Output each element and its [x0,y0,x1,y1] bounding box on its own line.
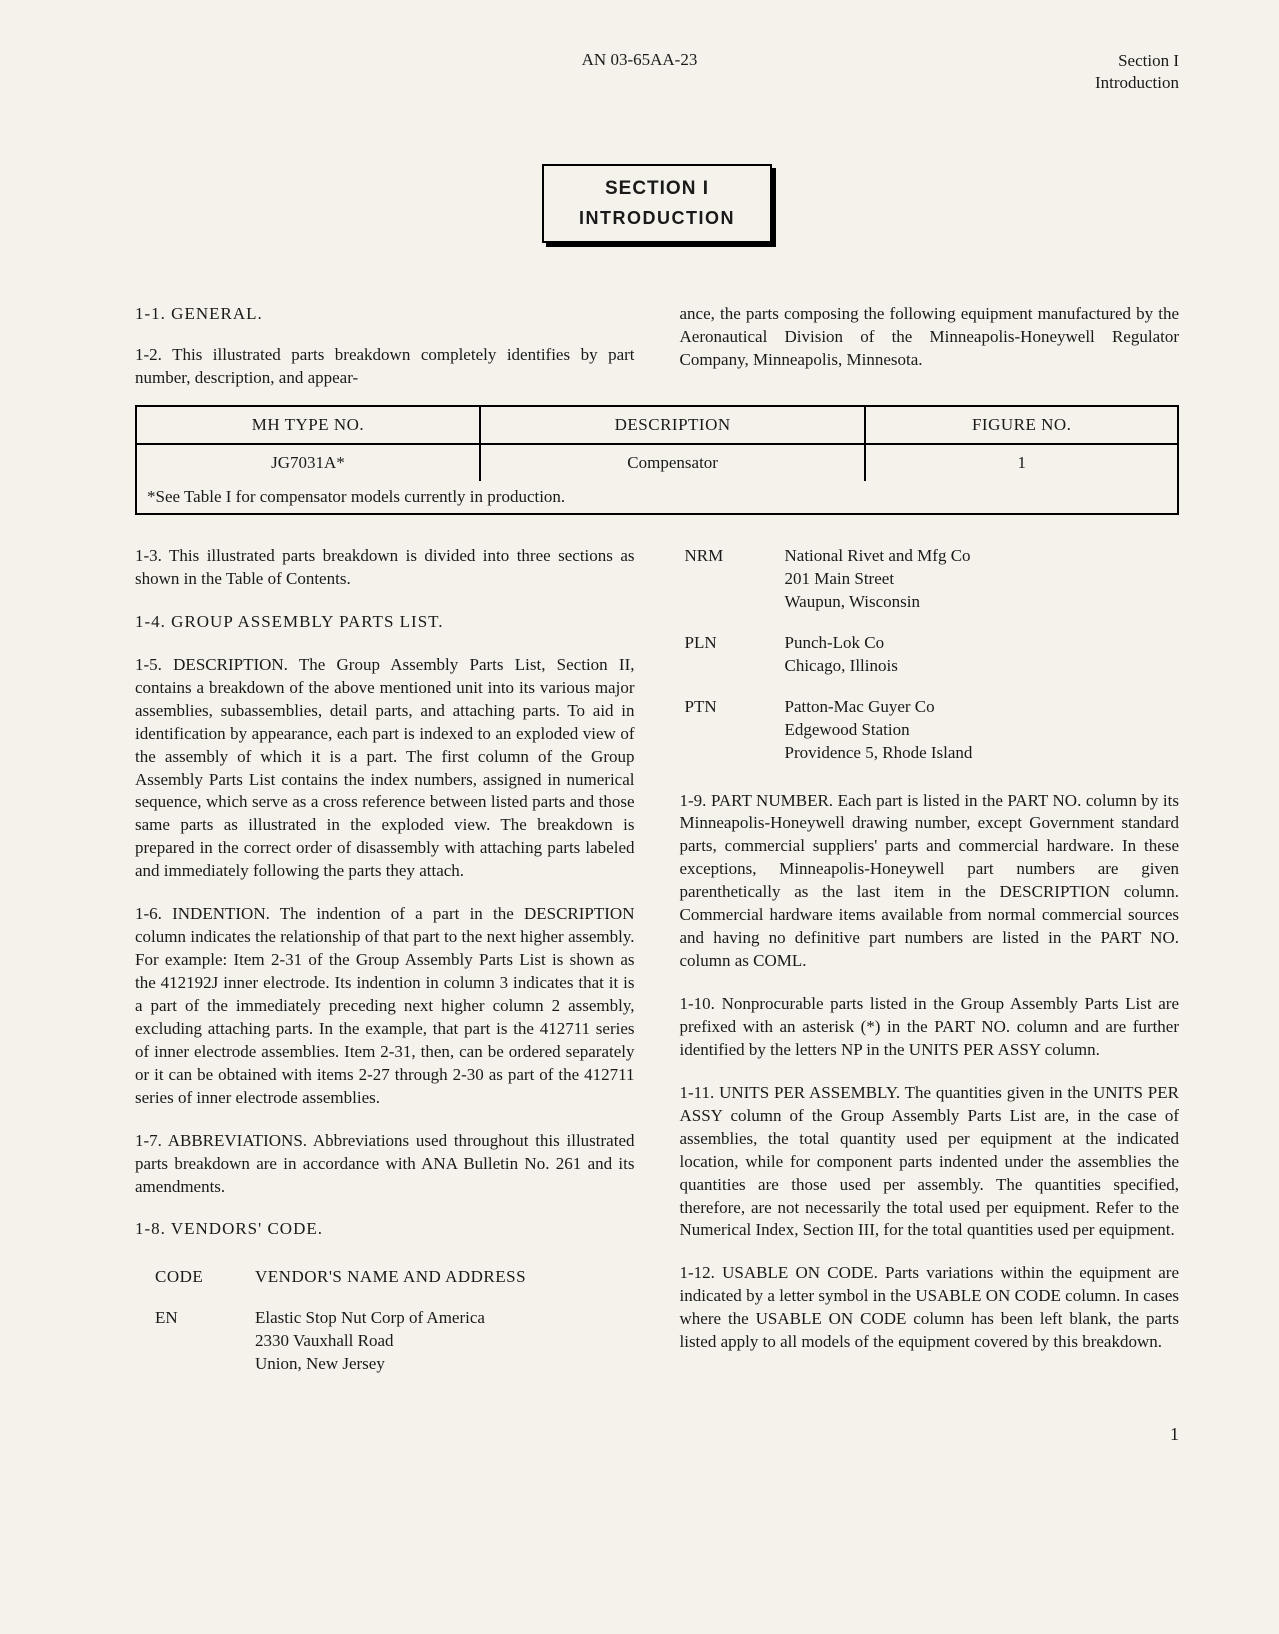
vendor-code-pln: PLN [685,632,785,678]
vendor-header: CODE VENDOR'S NAME AND ADDRESS [155,1266,635,1289]
vendor-row-pln: PLN Punch-Lok Co Chicago, Illinois [685,632,1180,678]
vendor-row-en: EN Elastic Stop Nut Corp of America 2330… [155,1307,635,1376]
vendor-code-nrm: NRM [685,545,785,614]
para-1-5: 1-5. DESCRIPTION. The Group Assembly Par… [135,654,635,883]
section-title-line1: SECTION I [564,178,750,200]
para-1-4-heading: 1-4. GROUP ASSEMBLY PARTS LIST. [135,611,635,634]
para-1-6: 1-6. INDENTION. The indention of a part … [135,903,635,1109]
vendor-nrm-addr2: Waupun, Wisconsin [785,591,1180,614]
para-1-12: 1-12. USABLE ON CODE. Parts variations w… [680,1262,1180,1354]
para-1-1-heading: 1-1. GENERAL. [135,303,635,326]
para-1-2-cont: ance, the parts composing the following … [680,303,1180,372]
vendor-header-code: CODE [155,1266,255,1289]
table-header-type: MH TYPE NO. [136,406,480,444]
vendor-info-nrm: National Rivet and Mfg Co 201 Main Stree… [785,545,1180,614]
para-1-10: 1-10. Nonprocurable parts listed in the … [680,993,1180,1062]
vendor-nrm-name: National Rivet and Mfg Co [785,545,1180,568]
table-header-row: MH TYPE NO. DESCRIPTION FIGURE NO. [136,406,1178,444]
table-cell-fig: 1 [865,444,1178,481]
vendor-pln-addr1: Chicago, Illinois [785,655,1180,678]
para-1-8-heading: 1-8. VENDORS' CODE. [135,1218,635,1241]
document-number: AN 03-65AA-23 [582,50,698,70]
vendor-info-en: Elastic Stop Nut Corp of America 2330 Va… [255,1307,635,1376]
table-cell-desc: Compensator [480,444,866,481]
table-footnote-row: *See Table I for compensator models curr… [136,481,1178,514]
para-1-11: 1-11. UNITS PER ASSEMBLY. The quantities… [680,1082,1180,1243]
vendor-en-addr1: 2330 Vauxhall Road [255,1330,635,1353]
vendor-ptn-name: Patton-Mac Guyer Co [785,696,1180,719]
page-number: 1 [135,1424,1179,1445]
body-columns: 1-3. This illustrated parts breakdown is… [135,545,1179,1394]
vendor-ptn-addr1: Edgewood Station [785,719,1180,742]
intro-columns: 1-1. GENERAL. 1-2. This illustrated part… [135,303,1179,390]
section-name: Introduction [1095,72,1179,94]
section-title-line2: INTRODUCTION [564,208,750,229]
vendor-row-ptn: PTN Patton-Mac Guyer Co Edgewood Station… [685,696,1180,765]
para-1-2: 1-2. This illustrated parts breakdown co… [135,344,635,390]
vendor-code-ptn: PTN [685,696,785,765]
header-section-info: Section I Introduction [1095,50,1179,94]
vendor-table-right: NRM National Rivet and Mfg Co 201 Main S… [685,545,1180,765]
vendor-pln-name: Punch-Lok Co [785,632,1180,655]
table-header-desc: DESCRIPTION [480,406,866,444]
vendor-en-addr2: Union, New Jersey [255,1353,635,1376]
section-title-box: SECTION I INTRODUCTION [542,164,772,243]
left-column: 1-3. This illustrated parts breakdown is… [135,545,635,1394]
table-header-fig: FIGURE NO. [865,406,1178,444]
vendor-ptn-addr2: Providence 5, Rhode Island [785,742,1180,765]
vendor-nrm-addr1: 201 Main Street [785,568,1180,591]
vendor-en-name: Elastic Stop Nut Corp of America [255,1307,635,1330]
section-number: Section I [1095,50,1179,72]
para-1-3: 1-3. This illustrated parts breakdown is… [135,545,635,591]
vendor-code-en: EN [155,1307,255,1376]
table-row: JG7031A* Compensator 1 [136,444,1178,481]
table-footnote: *See Table I for compensator models curr… [136,481,1178,514]
vendor-info-ptn: Patton-Mac Guyer Co Edgewood Station Pro… [785,696,1180,765]
equipment-table: MH TYPE NO. DESCRIPTION FIGURE NO. JG703… [135,405,1179,515]
para-1-7: 1-7. ABBREVIATIONS. Abbreviations used t… [135,1130,635,1199]
vendor-row-nrm: NRM National Rivet and Mfg Co 201 Main S… [685,545,1180,614]
vendor-header-name: VENDOR'S NAME AND ADDRESS [255,1266,635,1289]
right-column: NRM National Rivet and Mfg Co 201 Main S… [680,545,1180,1394]
vendor-info-pln: Punch-Lok Co Chicago, Illinois [785,632,1180,678]
para-1-9: 1-9. PART NUMBER. Each part is listed in… [680,790,1180,974]
vendor-table-left: CODE VENDOR'S NAME AND ADDRESS EN Elasti… [155,1266,635,1376]
page-header: AN 03-65AA-23 Section I Introduction [135,50,1179,94]
table-cell-type: JG7031A* [136,444,480,481]
